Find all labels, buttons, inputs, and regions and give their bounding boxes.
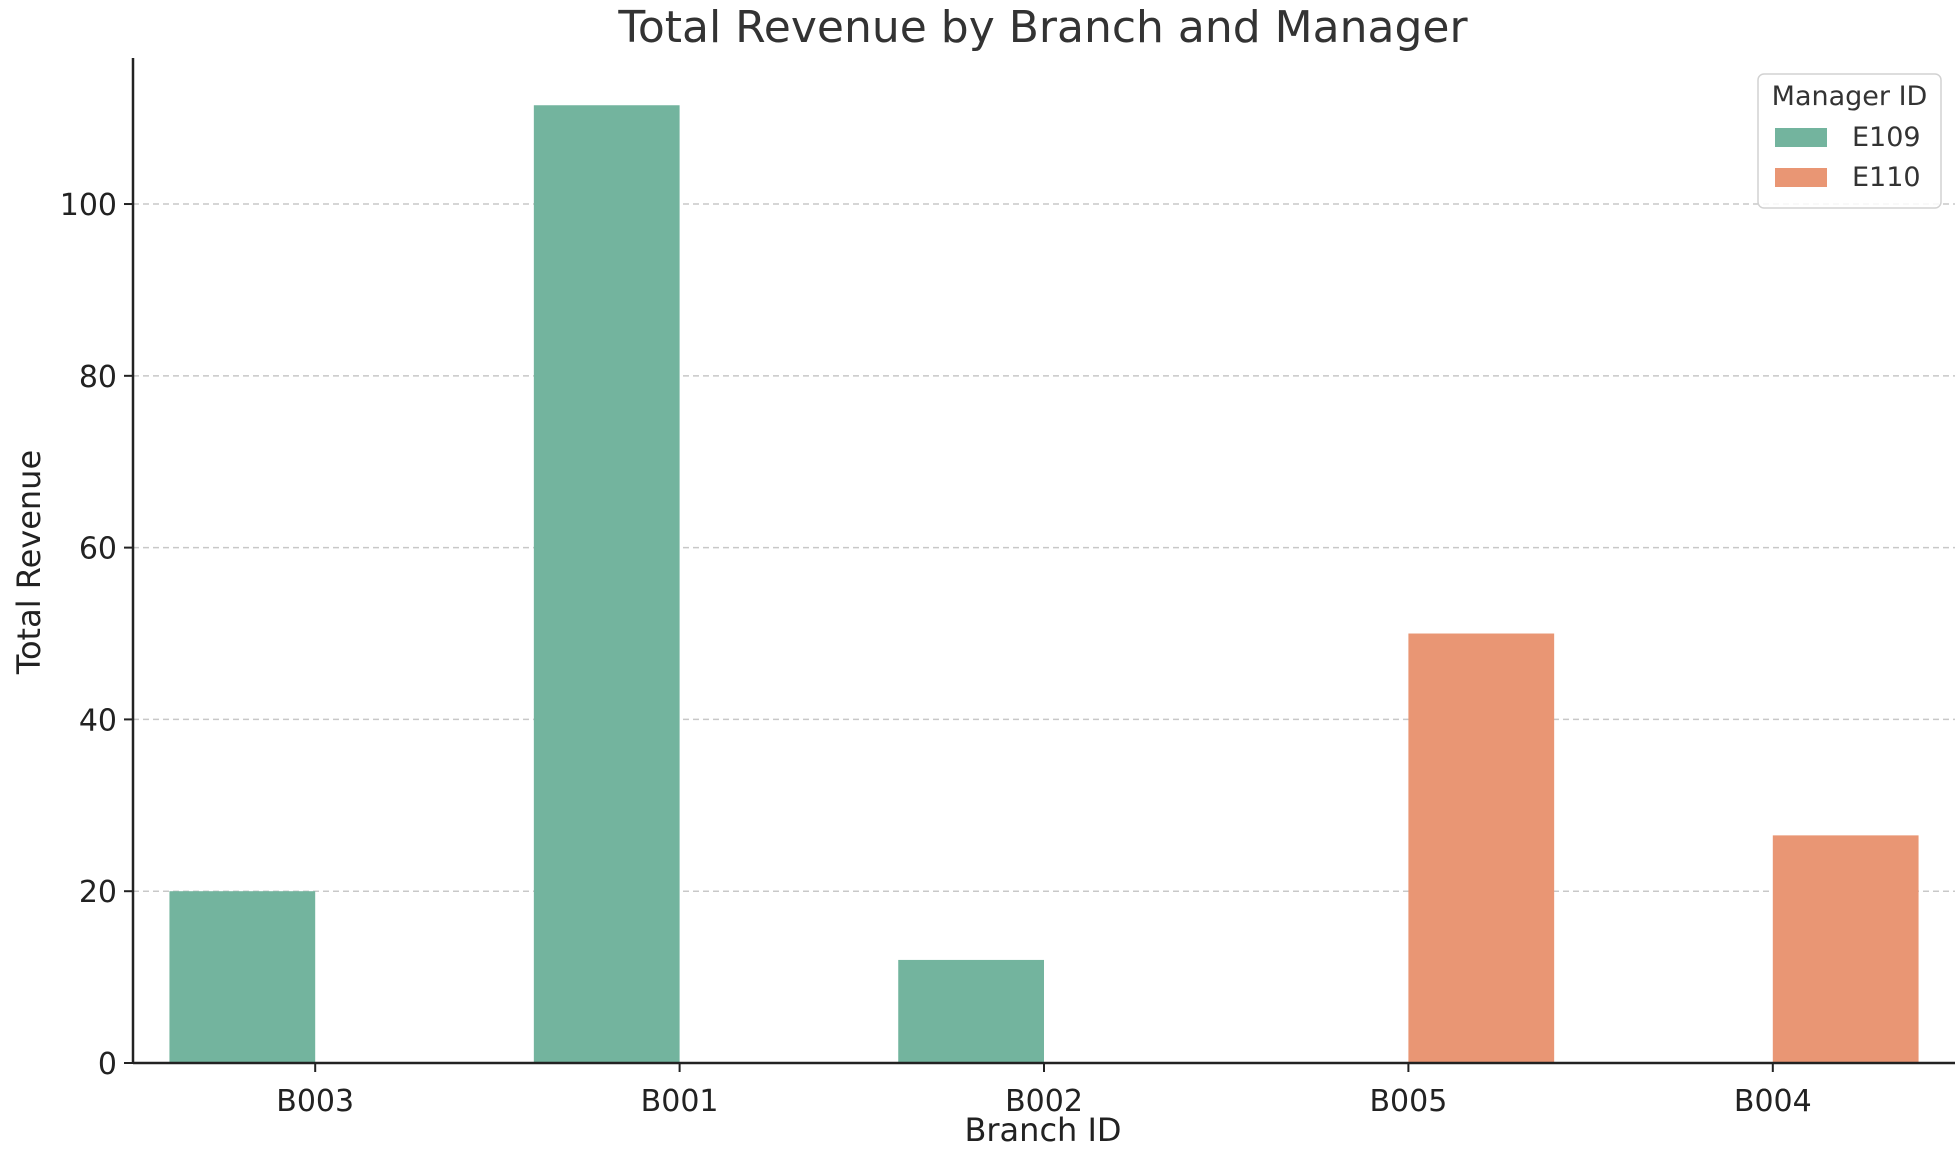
bar-E109-B001 (533, 105, 680, 1063)
bar-E110-B004 (1772, 835, 1919, 1063)
y-tick-label: 0 (98, 1047, 117, 1082)
x-tick-label: B004 (1734, 1084, 1812, 1119)
bar-E109-B002 (898, 959, 1044, 1063)
x-ticks: B003 B001 B002 B005 B004 (276, 1063, 1812, 1119)
legend-swatch-E109 (1775, 128, 1827, 147)
y-tick-label: 100 (60, 188, 117, 223)
x-tick-label: B001 (641, 1084, 719, 1119)
y-tick-label: 60 (79, 532, 117, 567)
grid-lines (133, 203, 1955, 892)
x-tick-label: B005 (1369, 1084, 1447, 1119)
y-tick-label: 40 (79, 703, 117, 738)
legend-label-E110: E110 (1852, 162, 1921, 193)
y-axis-label: Total Revenue (10, 450, 48, 675)
y-tick-label: 20 (79, 875, 117, 910)
y-tick-label: 80 (79, 360, 117, 395)
y-ticks: 0 20 40 60 80 100 (60, 188, 133, 1082)
x-tick-label: B002 (1005, 1084, 1083, 1119)
axes (131, 58, 1955, 1065)
bars (169, 105, 1919, 1063)
x-tick-label: B003 (276, 1084, 354, 1119)
bar-E109-B003 (169, 891, 316, 1063)
legend: Manager ID E109 E110 (1757, 73, 1942, 209)
legend-swatch-E110 (1775, 168, 1827, 187)
x-axis-label: Branch ID (964, 1111, 1121, 1149)
legend-label-E109: E109 (1852, 122, 1921, 153)
legend-title: Manager ID (1772, 81, 1928, 112)
bar-E110-B005 (1408, 633, 1555, 1063)
chart-title: Total Revenue by Branch and Manager (617, 2, 1468, 53)
